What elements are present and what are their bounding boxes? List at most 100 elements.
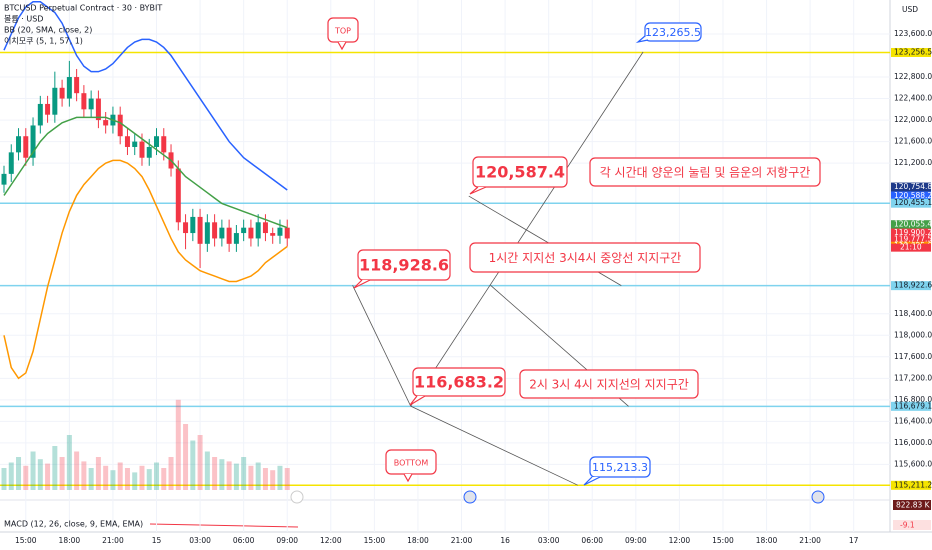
x-tick-label: 15:00 [15,536,37,545]
x-tick-label: 06:00 [233,536,255,545]
volume-bar [277,465,283,490]
volume-bar [139,465,145,490]
y-tick-label: 116,000.0 [894,438,932,447]
price-label-box [891,480,931,490]
volume-bar [110,470,116,490]
candle-body [1,173,7,185]
callout-box [412,367,506,397]
volume-bar [197,435,203,490]
price-label: 119,777.5 [894,235,932,244]
x-tick-label: 16 [500,536,510,545]
volume-bar [168,457,174,490]
candle-body [284,227,290,239]
candle-body [154,136,160,147]
x-tick-label: 03:00 [189,536,211,545]
candle-body [45,103,51,115]
volume-bar [226,461,232,490]
callout-tail [403,473,413,483]
volume-bar [154,462,160,490]
volume-bar [37,459,43,490]
callout-text: 각 시간대 양운의 눌림 및 음운의 저항구간 [600,166,811,180]
volume-bar [95,457,101,490]
x-tick-label: 18:00 [756,536,778,545]
price-label: 120,455.1 [894,198,932,207]
x-tick-label: 18:00 [59,536,81,545]
volume-bar [66,435,72,490]
y-tick-label: 122,000.0 [894,115,932,124]
callout-text: 123,265.5 [645,26,701,39]
currency: USD [902,5,918,14]
candle-body [277,227,283,236]
legend-line: 볼륨 · USD [4,14,43,24]
callout-text: TOP [334,27,351,36]
price-label: 116,679.1 [894,401,932,410]
callout-tail [409,395,426,406]
price-label: 120,754.8 [894,182,932,191]
legend-line: BB (20, SMA, close, 2) [4,26,92,35]
callout-text: 1시간 지지선 3시4시 중앙선 지지구간 [489,251,682,265]
candle-body [16,136,22,153]
callout-text: 118,928.6 [359,256,449,275]
callout-text: 120,587.4 [475,163,565,182]
candle-body [175,168,181,223]
volume-bar [248,465,254,490]
volume-bar [175,399,181,490]
macd-tag-box [893,520,931,530]
candle-body [88,98,94,110]
callout-box [469,242,701,273]
price-label-box [891,228,931,238]
volume-bar [1,468,7,490]
volume-bar [81,461,87,490]
candle-body [66,77,72,99]
candle-body [212,222,218,239]
x-tick-label: 17 [849,536,859,545]
volume-bar [241,457,247,490]
volume-bar [103,465,109,490]
callout-text: BOTTOM [394,459,429,468]
volume-bar [52,446,58,490]
x-tick-label: 21:00 [102,536,124,545]
x-tick-label: 09:00 [625,536,647,545]
y-tick-label: 121,200.0 [894,158,932,167]
candle-body [95,98,101,121]
callout-box [589,157,821,187]
volume-bar [255,462,261,490]
candle-body [74,77,80,94]
candle-body [183,222,189,234]
callout-box [357,249,451,281]
y-tick-label: 117,600.0 [894,352,932,361]
callout-tail [469,186,487,195]
y-tick-label: 116,400.0 [894,416,932,425]
candle-body [37,103,43,126]
volume-bar [59,457,65,490]
countdown-box [891,243,931,252]
volume-tag: 822.83 K [896,501,931,510]
price-label: 119,900.2 [894,228,932,237]
price-label-box [891,198,931,208]
candle-body [219,227,225,239]
price-label: 118,922.6 [894,281,932,290]
price-label-box [891,191,931,201]
bollinger-line [3,159,288,380]
volume-bar [212,457,218,490]
volume-bar [284,468,290,490]
candle-body [226,227,232,244]
price-label: 120,588.2 [894,191,932,200]
candle-body [8,152,14,174]
candle-body [30,125,36,158]
candle-body [241,227,247,234]
x-tick-label: 09:00 [276,536,298,545]
y-tick-label: 116,800.0 [894,395,932,404]
volume-bar [23,465,29,490]
candle-body [233,233,239,244]
candle-body [197,216,203,244]
callout-box [519,369,699,399]
callout-text: 115,213.3 [592,461,648,474]
volume-bar [8,462,14,490]
projection-line [410,51,644,407]
x-tick-label: 12:00 [320,536,342,545]
volume-bar [161,468,167,490]
volume-bar [16,457,22,490]
